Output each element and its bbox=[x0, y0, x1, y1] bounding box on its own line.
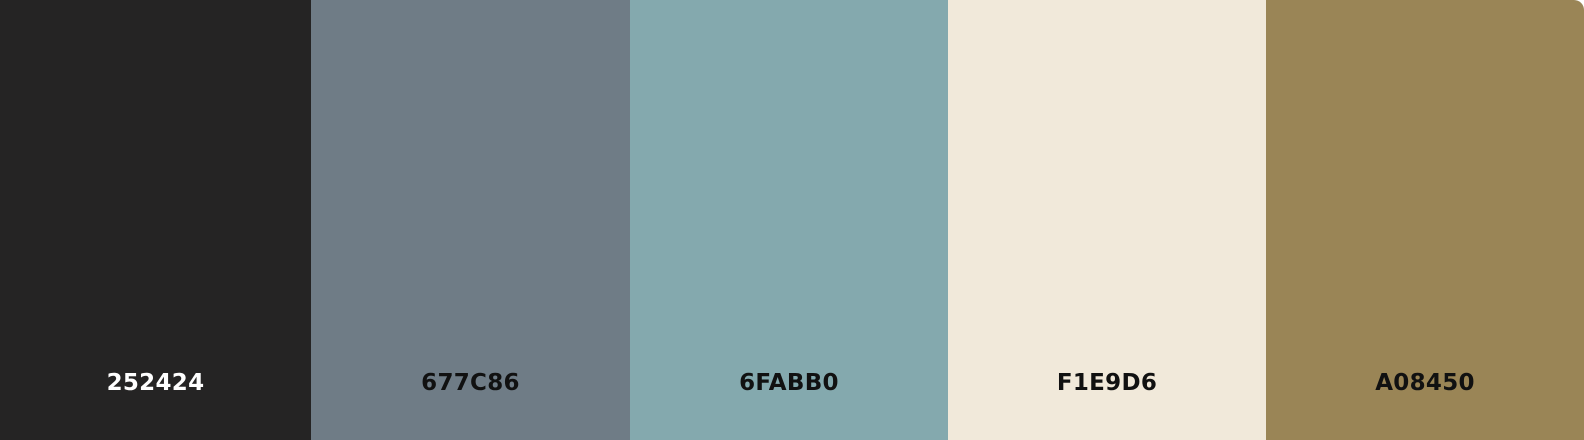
swatch-hex-label: 252424 bbox=[106, 370, 205, 396]
swatch-hex-label: F1E9D6 bbox=[1056, 370, 1158, 396]
color-swatch-5[interactable]: A08450 bbox=[1266, 0, 1584, 440]
color-swatch-3[interactable]: 6FABB0 bbox=[630, 0, 948, 440]
swatch-hex-label: 677C86 bbox=[421, 370, 520, 396]
swatch-hex-label: 6FABB0 bbox=[739, 370, 839, 396]
color-swatch-2[interactable]: 677C86 bbox=[311, 0, 630, 440]
swatch-hex-label: A08450 bbox=[1375, 370, 1475, 396]
color-swatch-4[interactable]: F1E9D6 bbox=[948, 0, 1266, 440]
color-swatch-1[interactable]: 252424 bbox=[0, 0, 311, 440]
